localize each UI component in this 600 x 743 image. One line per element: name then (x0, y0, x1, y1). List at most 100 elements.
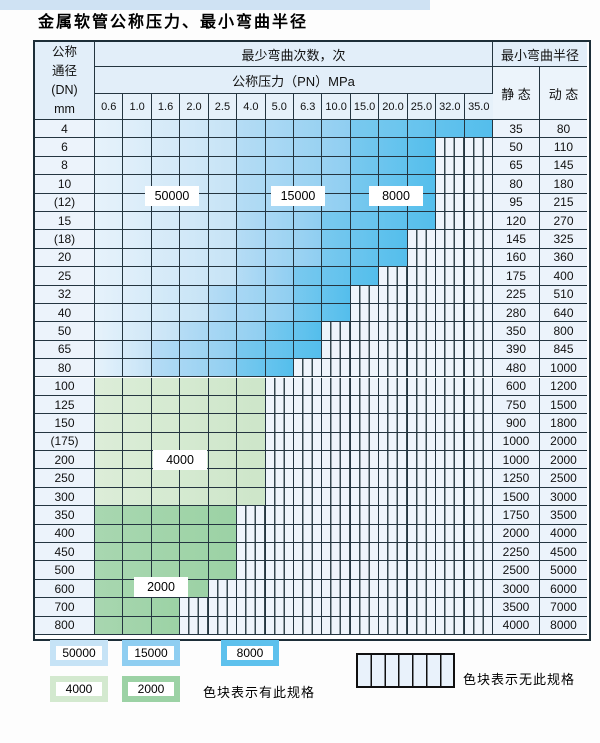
spec-cell (123, 120, 152, 139)
dn-cell: 150 (35, 414, 95, 433)
spec-cell (151, 156, 181, 176)
spec-cell (180, 414, 209, 433)
no-spec-cell (379, 359, 408, 378)
spec-cell (237, 248, 266, 268)
dynamic-value-cell: 8000 (540, 616, 587, 635)
spec-cell (95, 506, 124, 525)
dynamic-value-cell: 5000 (540, 561, 587, 580)
pressure-col-header: 0.6 (95, 94, 124, 120)
spec-cell (180, 543, 209, 562)
spec-cell (95, 248, 124, 268)
dynamic-value-cell: 845 (540, 340, 587, 360)
corner-header-line: 通径 (51, 63, 77, 78)
dn-cell: 125 (35, 395, 95, 415)
spec-cell (151, 414, 181, 433)
spec-cell (123, 487, 152, 507)
spec-cell (294, 340, 323, 360)
spec-cell (208, 451, 238, 470)
dynamic-value-cell: 180 (540, 175, 587, 194)
static-value-cell: 80 (493, 175, 540, 194)
dynamic-value-cell: 640 (540, 303, 587, 323)
spec-cell (151, 267, 181, 286)
no-spec-cell (294, 598, 323, 617)
spec-cell (151, 211, 181, 231)
spec-cell (95, 156, 124, 176)
dn-cell: 700 (35, 598, 95, 617)
dynamic-value-cell: 145 (540, 156, 587, 176)
spec-cell (322, 193, 351, 212)
spec-cell (95, 377, 124, 396)
no-spec-cell (350, 506, 380, 525)
no-spec-cell (350, 561, 380, 580)
spec-cell (95, 303, 124, 323)
spec-cell (151, 377, 181, 396)
table-row: 4 35 80 (35, 120, 587, 139)
static-value-cell: 120 (493, 211, 540, 231)
spec-cell (208, 175, 238, 194)
spec-cell (265, 303, 294, 323)
dynamic-value-cell: 270 (540, 211, 587, 231)
no-spec-cell (464, 340, 493, 360)
no-spec-cell (350, 377, 380, 396)
spec-cell (123, 138, 152, 157)
dn-cell: (12) (35, 193, 95, 212)
no-spec-cell (322, 579, 351, 599)
spec-cell (237, 340, 266, 360)
spec-cell (95, 395, 124, 415)
dn-cell: 4 (35, 120, 95, 139)
spec-cell (237, 193, 266, 212)
spec-cell (180, 248, 209, 268)
no-spec-cell (350, 303, 380, 323)
spec-cell (123, 230, 152, 249)
spec-cell (95, 322, 124, 341)
no-spec-cell (379, 598, 408, 617)
static-value-cell: 1250 (493, 469, 540, 488)
spec-cell (151, 230, 181, 249)
spec-cell (123, 414, 152, 433)
no-spec-cell (379, 543, 408, 562)
no-spec-cell (350, 322, 380, 341)
table-row: 15 120 270 (35, 211, 587, 231)
table-row: 20 160 360 (35, 248, 587, 268)
table-row: 400 2000 4000 (35, 524, 587, 544)
no-spec-cell (294, 487, 323, 507)
spec-cell (151, 543, 181, 562)
pressure-bend-table: 公称 通径 (DN) mm 最少弯曲次数，次 最小弯曲半径 公称压力（PN）MPa 静… (33, 40, 591, 641)
static-value-cell: 4000 (493, 616, 540, 635)
spec-cell (265, 340, 294, 360)
dynamic-value-cell: 215 (540, 193, 587, 212)
no-spec-cell (379, 267, 408, 286)
spec-cell (151, 120, 181, 139)
dn-cell: 200 (35, 451, 95, 470)
table-row: 800 4000 8000 (35, 616, 587, 635)
static-value-cell: 390 (493, 340, 540, 360)
no-spec-cell (294, 359, 323, 378)
spec-cell (123, 340, 152, 360)
spec-cell (180, 230, 209, 249)
dn-cell: 65 (35, 340, 95, 360)
bend-count-label: 15000 (271, 186, 325, 206)
spec-cell (123, 303, 152, 323)
table-row: 50 350 800 (35, 322, 587, 341)
spec-cell (95, 267, 124, 286)
dn-cell: 32 (35, 285, 95, 304)
spec-cell (151, 303, 181, 323)
spec-cell (294, 303, 323, 323)
no-spec-cell (436, 579, 465, 599)
table-row: (12) 95 215 (35, 193, 587, 212)
spec-cell (208, 322, 238, 341)
no-spec-cell (436, 359, 465, 378)
no-spec-cell (350, 543, 380, 562)
spec-cell (180, 524, 209, 544)
spec-cell (151, 285, 181, 304)
spec-cell (265, 248, 294, 268)
no-spec-cell (407, 359, 437, 378)
static-value-cell: 1000 (493, 451, 540, 470)
pressure-col-header: 2.5 (208, 94, 238, 120)
pressure-col-header: 35.0 (464, 94, 493, 120)
legend-swatch-8000: 8000 (221, 640, 279, 666)
dynamic-value-cell: 1500 (540, 395, 587, 415)
spec-cell (123, 322, 152, 341)
spec-cell (237, 414, 266, 433)
no-spec-cell (379, 395, 408, 415)
